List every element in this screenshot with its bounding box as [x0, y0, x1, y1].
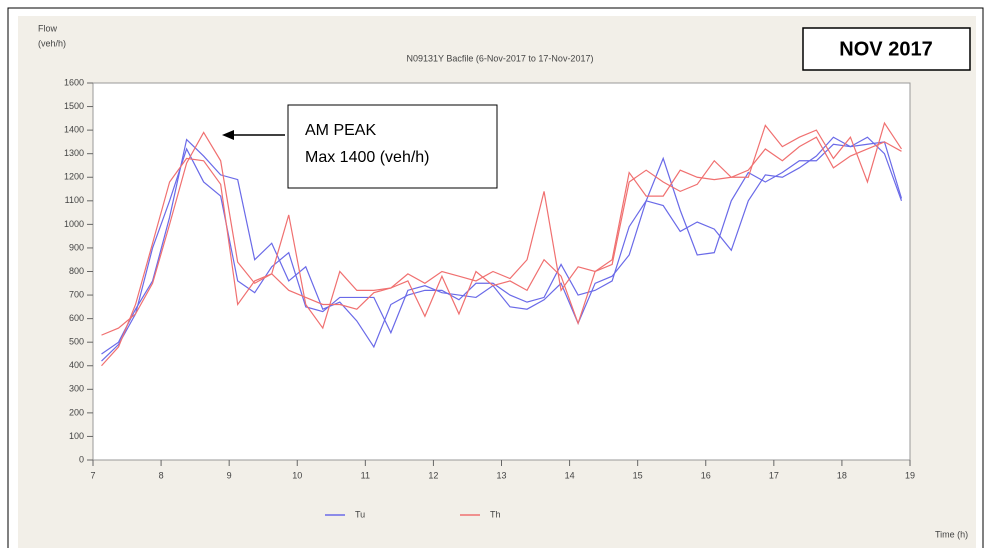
series-line [101, 121, 902, 336]
series-line [101, 136, 903, 362]
x-tick-label: 19 [905, 470, 915, 480]
y-label: Flow [38, 23, 58, 33]
y-tick-label: 600 [69, 313, 84, 323]
x-tick-label: 17 [769, 470, 779, 480]
x-tick-label: 18 [837, 470, 847, 480]
legend-label: Tu [355, 509, 365, 519]
y-tick-label: 1000 [64, 219, 84, 229]
y-tick-label: 800 [69, 266, 84, 276]
plot-area [92, 82, 911, 461]
y-label: (veh/h) [38, 38, 66, 48]
y-tick-label: 1300 [64, 148, 84, 158]
badge-box [802, 27, 971, 71]
x-label: Time (h) [935, 529, 968, 539]
x-tick-label: 11 [361, 470, 370, 480]
annotation-box [287, 104, 498, 189]
y-tick-label: 1100 [65, 195, 84, 205]
annotation: AM PEAK [305, 122, 376, 139]
x-tick-label: 16 [701, 470, 711, 480]
y-tick-label: 100 [69, 431, 84, 441]
x-tick-label: 9 [227, 470, 232, 480]
series-line [101, 136, 903, 355]
y-tick-label: 300 [69, 384, 84, 394]
legend-label: Th [490, 509, 501, 519]
x-tick-label: 13 [496, 470, 506, 480]
x-tick-label: 8 [159, 470, 164, 480]
y-tick-label: 400 [69, 360, 84, 370]
x-tick-label: 7 [90, 470, 95, 480]
badge: NOV 2017 [839, 38, 932, 60]
y-tick-label: 700 [69, 289, 84, 299]
series-line [101, 136, 902, 367]
y-tick-label: 1500 [64, 101, 84, 111]
annotation: Max 1400 (veh/h) [305, 149, 430, 166]
y-tick-label: 200 [69, 407, 84, 417]
y-tick-label: 500 [69, 337, 84, 347]
x-tick-label: 14 [565, 470, 575, 480]
x-tick-label: 10 [292, 470, 302, 480]
x-tick-label: 15 [633, 470, 643, 480]
y-tick-label: 900 [69, 242, 84, 252]
y-tick-label: 1200 [64, 172, 84, 182]
y-tick-label: 0 [79, 454, 84, 464]
y-tick-label: 1600 [64, 77, 84, 87]
arrow-head [222, 130, 234, 140]
x-tick-label: 12 [428, 470, 438, 480]
chart-title: N09131Y Bacfile (6-Nov-2017 to 17-Nov-20… [407, 53, 594, 63]
y-tick-label: 1400 [64, 125, 84, 135]
